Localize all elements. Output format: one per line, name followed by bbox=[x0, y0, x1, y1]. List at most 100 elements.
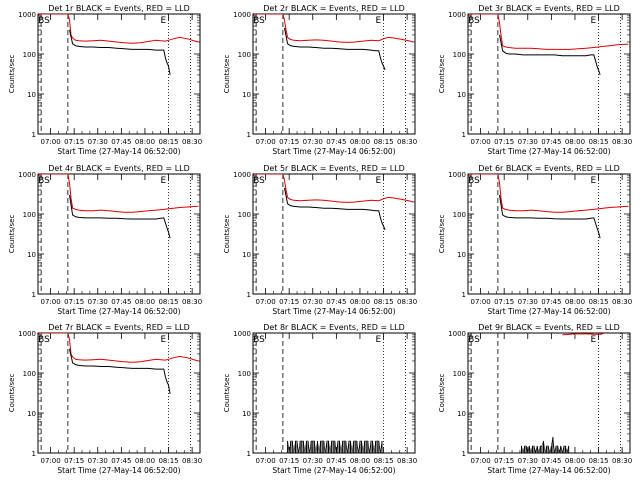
data-layer bbox=[38, 174, 199, 239]
x-tick-label: 08:30 bbox=[397, 138, 417, 146]
y-tick-label: 10 bbox=[27, 410, 36, 418]
marker-label-e: E bbox=[161, 16, 167, 26]
x-tick-label: 07:30 bbox=[88, 298, 108, 306]
marker-label-b: B bbox=[38, 335, 44, 345]
marker-label-e: E bbox=[591, 176, 597, 186]
series-lld bbox=[253, 14, 414, 43]
x-tick-label: 07:00 bbox=[255, 457, 275, 465]
plot-frame bbox=[252, 332, 416, 454]
marker-label-s: S bbox=[259, 16, 265, 26]
x-tick-label: 07:45 bbox=[326, 138, 346, 146]
y-tick-label: 100 bbox=[23, 211, 36, 219]
x-tick-label: 07:45 bbox=[326, 298, 346, 306]
marker-label-s: S bbox=[474, 16, 480, 26]
marker-label-e: E bbox=[376, 16, 382, 26]
y-tick-label: 100 bbox=[23, 370, 36, 378]
marker-label-b: B bbox=[253, 16, 259, 26]
marker-label-e: E bbox=[591, 335, 597, 345]
x-tick-label: 08:00 bbox=[565, 457, 585, 465]
series-events bbox=[499, 194, 601, 239]
series-events bbox=[284, 27, 386, 71]
y-tick-label: 100 bbox=[23, 51, 36, 59]
y-tick-label: 100 bbox=[453, 370, 466, 378]
y-tick-label: 1 bbox=[462, 291, 466, 299]
panel-title: Det 8r BLACK = Events, RED = LLD bbox=[263, 323, 405, 332]
x-tick-label: 08:30 bbox=[182, 298, 202, 306]
y-tick-label: 1 bbox=[32, 131, 36, 139]
x-tick-label: 07:30 bbox=[303, 457, 323, 465]
x-axis-label: Start Time (27-May-14 06:52:00) bbox=[57, 307, 180, 316]
marker-label-b: B bbox=[468, 16, 474, 26]
x-tick-label: 07:00 bbox=[40, 298, 60, 306]
x-tick-label: 07:00 bbox=[255, 138, 275, 146]
y-tick-label: 1 bbox=[247, 291, 251, 299]
y-axis-label: Counts/sec bbox=[223, 55, 231, 94]
y-axis-label: Counts/sec bbox=[223, 374, 231, 413]
y-axis-label: Counts/sec bbox=[8, 215, 16, 254]
y-tick-label: 1 bbox=[247, 450, 251, 458]
y-tick-label: 10 bbox=[27, 251, 36, 259]
series-lld bbox=[562, 333, 605, 336]
marker-label-b: B bbox=[38, 176, 44, 186]
marker-label-s: S bbox=[259, 176, 265, 186]
x-tick-label: 07:00 bbox=[255, 298, 275, 306]
series-events bbox=[287, 440, 383, 453]
y-tick-label: 100 bbox=[238, 51, 251, 59]
x-tick-label: 07:00 bbox=[40, 457, 60, 465]
panel-title: Det 1r BLACK = Events, RED = LLD bbox=[48, 4, 190, 13]
marker-label-b: B bbox=[253, 176, 259, 186]
x-tick-label: 07:30 bbox=[518, 457, 538, 465]
data-layer bbox=[520, 333, 605, 453]
x-axis-label: Start Time (27-May-14 06:52:00) bbox=[487, 466, 610, 475]
x-tick-label: 07:00 bbox=[470, 298, 490, 306]
series-events bbox=[284, 187, 386, 231]
x-tick-label: 08:15 bbox=[588, 138, 608, 146]
x-tick-label: 07:15 bbox=[494, 138, 514, 146]
y-tick-label: 1 bbox=[462, 131, 466, 139]
x-tick-label: 07:45 bbox=[541, 457, 561, 465]
y-tick-label: 1 bbox=[462, 450, 466, 458]
x-tick-label: 08:00 bbox=[135, 298, 155, 306]
series-lld bbox=[38, 333, 199, 363]
plot-frame bbox=[37, 13, 201, 135]
x-tick-label: 08:30 bbox=[397, 457, 417, 465]
marker-label-e: E bbox=[376, 335, 382, 345]
y-tick-label: 10 bbox=[457, 410, 466, 418]
series-lld bbox=[468, 174, 629, 213]
y-axis-label: Counts/sec bbox=[438, 374, 446, 413]
marker-label-e: E bbox=[591, 16, 597, 26]
x-tick-label: 08:00 bbox=[350, 457, 370, 465]
panel-det-5: Det 5r BLACK = Events, RED = LLD 1 10 100 10… bbox=[223, 164, 417, 316]
marker-label-e: E bbox=[376, 176, 382, 186]
x-tick-label: 08:00 bbox=[565, 298, 585, 306]
x-tick-label: 07:15 bbox=[279, 138, 299, 146]
x-tick-label: 07:30 bbox=[303, 138, 323, 146]
y-tick-label: 100 bbox=[453, 211, 466, 219]
data-layer bbox=[38, 333, 199, 394]
x-tick-label: 08:15 bbox=[158, 138, 178, 146]
series-lld bbox=[253, 174, 414, 203]
x-tick-label: 07:45 bbox=[541, 138, 561, 146]
y-axis-label: Counts/sec bbox=[8, 374, 16, 413]
series-lld bbox=[468, 14, 629, 50]
y-tick-label: 100 bbox=[453, 51, 466, 59]
x-tick-label: 08:15 bbox=[373, 138, 393, 146]
x-tick-label: 08:30 bbox=[612, 298, 632, 306]
series-events bbox=[521, 437, 569, 453]
x-tick-label: 08:30 bbox=[182, 138, 202, 146]
marker-label-s: S bbox=[44, 176, 50, 186]
x-tick-label: 08:00 bbox=[350, 138, 370, 146]
x-tick-label: 07:30 bbox=[303, 298, 323, 306]
y-tick-label: 1000 bbox=[448, 11, 466, 19]
data-layer bbox=[38, 14, 199, 75]
series-events bbox=[69, 194, 171, 239]
marker-label-b: B bbox=[468, 335, 474, 345]
y-tick-label: 1000 bbox=[448, 330, 466, 338]
plot-frame bbox=[37, 173, 201, 295]
panel-title: Det 7r BLACK = Events, RED = LLD bbox=[48, 323, 190, 332]
data-layer bbox=[253, 14, 414, 71]
x-tick-label: 07:15 bbox=[494, 298, 514, 306]
panel-det-8: Det 8r BLACK = Events, RED = LLD 1 10 100 10… bbox=[223, 323, 417, 475]
x-tick-label: 08:15 bbox=[373, 457, 393, 465]
